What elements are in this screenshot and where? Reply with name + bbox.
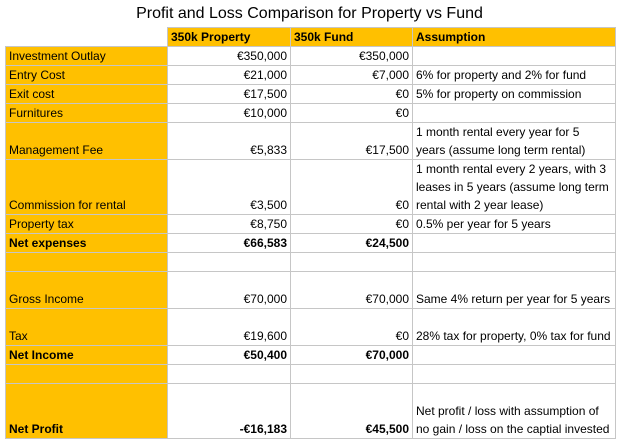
header-row: 350k Property 350k Fund Assumption <box>5 27 616 47</box>
cell-fund[interactable]: €7,000 <box>290 65 413 85</box>
cell-fund[interactable]: €0 <box>290 84 413 104</box>
cell-fund[interactable] <box>290 364 413 384</box>
row-label-net-profit[interactable]: Net Profit <box>5 383 168 439</box>
table-row: Net Income €50,400 €70,000 <box>5 345 616 365</box>
row-label-exit-cost[interactable]: Exit cost <box>5 84 168 104</box>
cell-assumption[interactable] <box>412 364 616 384</box>
cell-fund[interactable]: €45,500 <box>290 383 413 439</box>
table-row: Management Fee €5,833 €17,500 1 month re… <box>5 122 616 160</box>
row-label-gross-income[interactable]: Gross Income <box>5 271 168 309</box>
cell-property[interactable]: €66,583 <box>167 233 291 253</box>
cell-property[interactable]: €350,000 <box>167 46 291 66</box>
cell-fund[interactable]: €350,000 <box>290 46 413 66</box>
cell-fund[interactable] <box>290 252 413 272</box>
row-label-net-expenses[interactable]: Net expenses <box>5 233 168 253</box>
header-fund[interactable]: 350k Fund <box>290 27 413 47</box>
cell-assumption[interactable] <box>412 46 616 66</box>
cell-property[interactable]: €50,400 <box>167 345 291 365</box>
cell-assumption[interactable]: Same 4% return per year for 5 years <box>412 271 616 309</box>
cell-assumption[interactable]: 1 month rental every year for 5 years (a… <box>412 122 616 160</box>
table-row: Exit cost €17,500 €0 5% for property on … <box>5 84 616 104</box>
header-corner-cell[interactable] <box>5 27 168 47</box>
row-label-empty[interactable] <box>5 364 168 384</box>
cell-fund[interactable]: €17,500 <box>290 122 413 160</box>
cell-fund[interactable]: €70,000 <box>290 271 413 309</box>
cell-property[interactable]: €5,833 <box>167 122 291 160</box>
cell-property[interactable]: €70,000 <box>167 271 291 309</box>
row-label-tax[interactable]: Tax <box>5 308 168 346</box>
table-row: Net Profit -€16,183 €45,500 Net profit /… <box>5 383 616 439</box>
row-label-property-tax[interactable]: Property tax <box>5 214 168 234</box>
cell-assumption[interactable]: 0.5% per year for 5 years <box>412 214 616 234</box>
header-assumption[interactable]: Assumption <box>412 27 616 47</box>
table-row: Investment Outlay €350,000 €350,000 <box>5 46 616 66</box>
cell-assumption[interactable]: 28% tax for property, 0% tax for fund <box>412 308 616 346</box>
table-row: Net expenses €66,583 €24,500 <box>5 233 616 253</box>
cell-property[interactable] <box>167 364 291 384</box>
cell-fund[interactable]: €24,500 <box>290 233 413 253</box>
table-row-spacer <box>5 364 616 384</box>
cell-fund[interactable]: €0 <box>290 159 413 215</box>
row-label-commission-for-rental[interactable]: Commission for rental <box>5 159 168 215</box>
table-row: Gross Income €70,000 €70,000 Same 4% ret… <box>5 271 616 309</box>
table-row: Furnitures €10,000 €0 <box>5 103 616 123</box>
comparison-table: 350k Property 350k Fund Assumption Inves… <box>5 27 616 439</box>
cell-fund[interactable]: €70,000 <box>290 345 413 365</box>
cell-assumption[interactable]: 1 month rental every 2 years, with 3 lea… <box>412 159 616 215</box>
cell-fund[interactable]: €0 <box>290 103 413 123</box>
row-label-furnitures[interactable]: Furnitures <box>5 103 168 123</box>
row-label-empty[interactable] <box>5 252 168 272</box>
table-row-spacer <box>5 252 616 272</box>
table-row: Tax €19,600 €0 28% tax for property, 0% … <box>5 308 616 346</box>
cell-property[interactable]: €8,750 <box>167 214 291 234</box>
row-label-management-fee[interactable]: Management Fee <box>5 122 168 160</box>
sheet-title: Profit and Loss Comparison for Property … <box>136 5 483 22</box>
cell-fund[interactable]: €0 <box>290 214 413 234</box>
cell-assumption[interactable] <box>412 345 616 365</box>
cell-assumption[interactable] <box>412 103 616 123</box>
cell-assumption[interactable]: 5% for property on commission <box>412 84 616 104</box>
cell-assumption[interactable] <box>412 252 616 272</box>
cell-fund[interactable]: €0 <box>290 308 413 346</box>
row-label-investment-outlay[interactable]: Investment Outlay <box>5 46 168 66</box>
cell-property[interactable]: €21,000 <box>167 65 291 85</box>
header-property[interactable]: 350k Property <box>167 27 291 47</box>
row-label-net-income[interactable]: Net Income <box>5 345 168 365</box>
cell-property[interactable]: €3,500 <box>167 159 291 215</box>
cell-property[interactable] <box>167 252 291 272</box>
cell-property[interactable]: €19,600 <box>167 308 291 346</box>
table-row: Commission for rental €3,500 €0 1 month … <box>5 159 616 215</box>
cell-property[interactable]: €10,000 <box>167 103 291 123</box>
table-row: Entry Cost €21,000 €7,000 6% for propert… <box>5 65 616 85</box>
cell-assumption[interactable] <box>412 233 616 253</box>
cell-property[interactable]: -€16,183 <box>167 383 291 439</box>
table-row: Property tax €8,750 €0 0.5% per year for… <box>5 214 616 234</box>
cell-assumption[interactable]: Net profit / loss with assumption of no … <box>412 383 616 439</box>
cell-property[interactable]: €17,500 <box>167 84 291 104</box>
row-label-entry-cost[interactable]: Entry Cost <box>5 65 168 85</box>
cell-assumption[interactable]: 6% for property and 2% for fund <box>412 65 616 85</box>
